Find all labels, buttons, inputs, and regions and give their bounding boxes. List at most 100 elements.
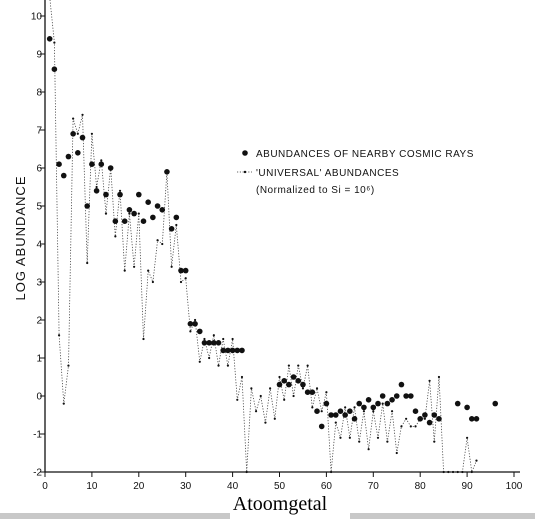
universal-abundance-point bbox=[311, 406, 314, 409]
universal-abundance-line bbox=[49, 0, 477, 474]
cosmic-ray-abundance-point bbox=[112, 218, 119, 224]
universal-abundance-point bbox=[222, 337, 225, 341]
universal-abundance-point bbox=[414, 425, 417, 428]
universal-abundance-point bbox=[53, 41, 56, 44]
cosmic-ray-abundance-point bbox=[286, 381, 292, 388]
cosmic-ray-abundance-point bbox=[356, 400, 363, 407]
cosmic-ray-abundance-point bbox=[309, 389, 316, 396]
universal-abundance-point bbox=[456, 470, 459, 474]
universal-abundance-point bbox=[198, 360, 201, 363]
cosmic-ray-abundance-point bbox=[393, 393, 400, 399]
cosmic-ray-abundance-point bbox=[379, 393, 386, 399]
cosmic-ray-abundance-point bbox=[121, 218, 128, 224]
cosmic-ray-abundance-point bbox=[178, 267, 184, 274]
legend: ABUNDANCES OF NEARBY COSMIC RAYS 'UNIVER… bbox=[237, 149, 474, 196]
cosmic-ray-abundance-point bbox=[431, 412, 438, 418]
cosmic-ray-abundance-point bbox=[60, 172, 67, 179]
cosmic-ray-abundance-point bbox=[225, 347, 231, 354]
universal-abundance-point bbox=[344, 406, 347, 409]
universal-abundance-point bbox=[208, 356, 211, 360]
cosmic-ray-abundance-point bbox=[65, 153, 72, 160]
cosmic-ray-abundance-point bbox=[365, 397, 372, 403]
universal-abundance-point bbox=[348, 436, 351, 439]
universal-abundance-point bbox=[114, 235, 117, 238]
universal-abundance-point bbox=[118, 189, 122, 192]
cosmic-ray-abundance-point bbox=[201, 340, 208, 346]
universal-abundance-point bbox=[147, 269, 150, 272]
universal-abundance-point bbox=[451, 470, 455, 474]
cosmic-ray-abundance-point bbox=[140, 218, 147, 224]
universal-abundance-point bbox=[278, 375, 281, 379]
universal-abundance-point bbox=[433, 440, 436, 443]
cosmic-ray-abundance-point bbox=[187, 321, 194, 327]
universal-abundance-point bbox=[273, 417, 276, 420]
cosmic-ray-abundance-point bbox=[417, 416, 424, 422]
cosmic-ray-abundance-point bbox=[304, 389, 311, 396]
universal-abundance-point bbox=[362, 410, 366, 413]
universal-abundance-point bbox=[283, 398, 286, 401]
y-tick-label: 2 bbox=[36, 316, 42, 327]
x-ticks: 0 10 20 30 40 50 60 70 80 90 100 bbox=[42, 472, 523, 492]
universal-abundance-point bbox=[292, 394, 295, 398]
cosmic-ray-abundance-point bbox=[196, 328, 203, 335]
cosmic-ray-abundance-point bbox=[211, 340, 217, 346]
cosmic-ray-abundance-point bbox=[492, 400, 499, 407]
legend-marker-cosmic bbox=[242, 150, 248, 156]
universal-abundance-point bbox=[466, 436, 469, 439]
universal-abundance-point bbox=[245, 470, 248, 474]
universal-abundance-point bbox=[306, 364, 309, 367]
cosmic-ray-abundance-point bbox=[281, 378, 287, 384]
universal-abundance-point bbox=[250, 387, 253, 390]
cosmic-ray-abundance-point bbox=[412, 408, 419, 415]
universal-abundance-point bbox=[104, 212, 108, 215]
cosmic-ray-abundance-point bbox=[403, 393, 409, 399]
cosmic-ray-abundance-point bbox=[70, 131, 76, 137]
universal-abundance-point bbox=[240, 375, 244, 379]
cosmic-ray-abundance-point bbox=[79, 134, 86, 141]
y-tick-label: 7 bbox=[36, 126, 42, 137]
universal-abundance-point bbox=[67, 364, 70, 367]
legend-label-cosmic: ABUNDANCES OF NEARBY COSMIC RAYS bbox=[256, 149, 474, 160]
cosmic-ray-abundance-point bbox=[408, 393, 414, 399]
universal-abundance-point bbox=[320, 410, 323, 413]
cosmic-ray-abundance-point bbox=[150, 214, 156, 221]
cosmic-ray-abundance-point bbox=[300, 381, 306, 388]
universal-abundance-point bbox=[400, 425, 403, 428]
x-tick-label: 0 bbox=[42, 481, 48, 492]
x-tick-label: 10 bbox=[86, 481, 98, 492]
universal-abundance-point bbox=[217, 364, 220, 367]
universal-abundance-point bbox=[395, 451, 398, 455]
x-tick-label: 40 bbox=[227, 481, 239, 492]
y-tick-label: 9 bbox=[36, 50, 42, 61]
universal-abundance-point bbox=[372, 410, 375, 413]
cosmic-ray-abundance-point bbox=[192, 321, 198, 327]
y-tick-label: 4 bbox=[36, 240, 42, 251]
cosmic-ray-abundance-point bbox=[220, 347, 227, 354]
universal-abundance-point bbox=[461, 470, 464, 474]
universal-abundance-point bbox=[142, 337, 145, 341]
legend-label-universal: 'UNIVERSAL' ABUNDANCES bbox=[256, 168, 399, 179]
universal-abundance-point bbox=[269, 387, 272, 390]
cosmic-ray-abundance-point bbox=[276, 381, 283, 388]
x-axis-title: Atoomgetal bbox=[233, 493, 328, 515]
x-tick-label: 70 bbox=[368, 481, 380, 492]
cosmic-ray-abundance-point bbox=[234, 347, 241, 354]
x-tick-label: 50 bbox=[274, 481, 286, 492]
universal-abundance-point bbox=[62, 402, 65, 405]
universal-abundance-point bbox=[100, 159, 103, 162]
universal-abundance-point bbox=[329, 470, 333, 474]
cosmic-ray-abundance-point bbox=[159, 207, 166, 213]
y-tick-label: 10 bbox=[31, 12, 43, 23]
cosmic-ray-abundance-point bbox=[168, 226, 175, 232]
cosmic-ray-abundance-point bbox=[56, 161, 62, 167]
cosmic-ray-abundance-point bbox=[107, 165, 114, 171]
universal-abundance-point bbox=[189, 330, 192, 333]
cosmic-ray-abundance-point bbox=[98, 161, 105, 167]
universal-abundance-point bbox=[123, 269, 126, 272]
universal-abundance-point bbox=[184, 277, 187, 280]
universal-abundance-point bbox=[301, 387, 305, 390]
x-tick-label: 20 bbox=[133, 481, 145, 492]
cosmic-ray-abundance-point bbox=[342, 412, 348, 418]
universal-abundance-point bbox=[386, 440, 389, 443]
